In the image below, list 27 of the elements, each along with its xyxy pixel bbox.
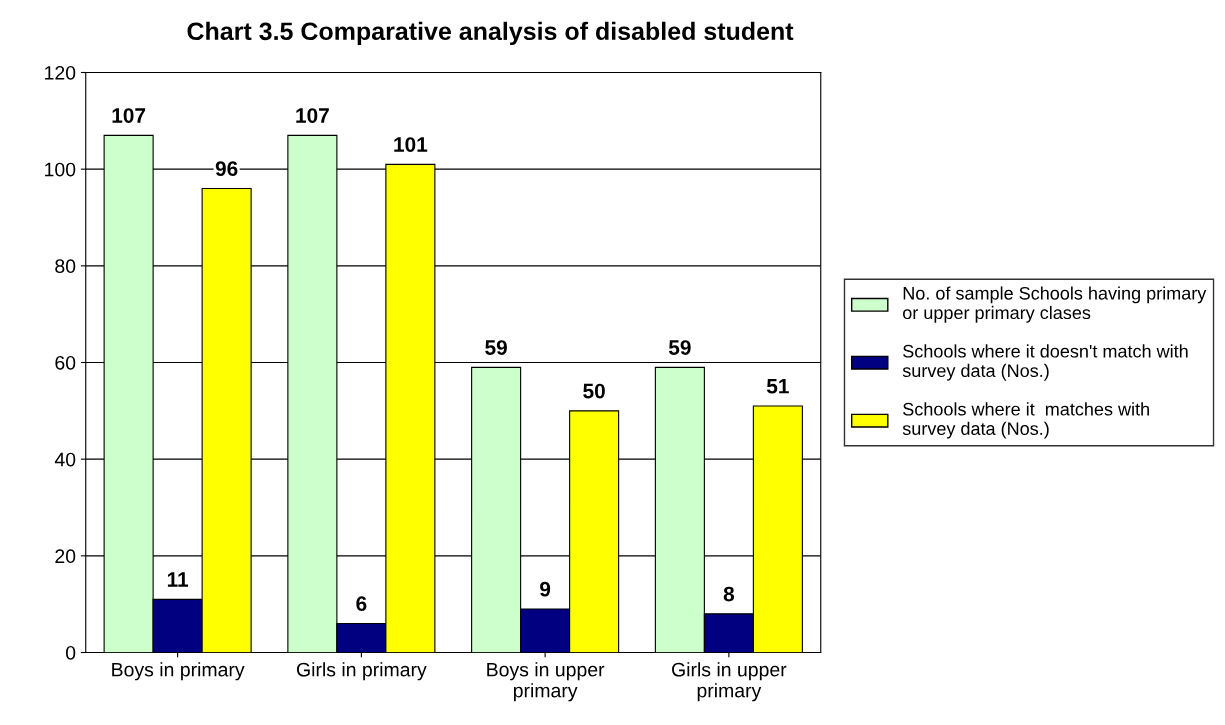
y-tick-label: 60: [55, 355, 76, 370]
data-label: 101: [394, 137, 428, 152]
data-label: 6: [356, 596, 367, 612]
x-tick-label: Girls in primary: [297, 662, 427, 681]
data-label: 107: [112, 108, 146, 123]
data-label: 50: [583, 383, 605, 399]
data-label: 59: [668, 340, 691, 355]
y-tick-label: 120: [45, 65, 76, 80]
data-label: 96: [215, 161, 238, 177]
legend-label: Schools where it matches with survey data (Nos.): [902, 402, 1149, 439]
legend-label: Schools where it doesn't match with survey data (Nos.): [902, 344, 1188, 381]
data-label: 8: [723, 586, 735, 602]
x-tick-label: Boys in upper primary: [487, 662, 605, 702]
y-tick-label: 40: [54, 452, 76, 467]
data-label: 51: [766, 379, 789, 394]
y-tick-label: 0: [65, 645, 76, 660]
data-label: 11: [167, 572, 189, 587]
data-label: 107: [296, 108, 329, 123]
y-tick-label: 100: [45, 162, 76, 177]
y-tick-label: 80: [55, 259, 76, 274]
data-label: 9: [540, 581, 551, 597]
data-label: 59: [485, 340, 507, 355]
chart-title: Chart 3.5 Comparative analysis of disabled student: [187, 21, 794, 46]
y-tick-label: 20: [55, 549, 76, 564]
x-tick-label: Girls in upper primary: [672, 662, 787, 702]
x-tick-label: Boys in primary: [112, 662, 245, 681]
legend-label: No. of sample Schools having primary or upper primary clases: [903, 286, 1207, 323]
